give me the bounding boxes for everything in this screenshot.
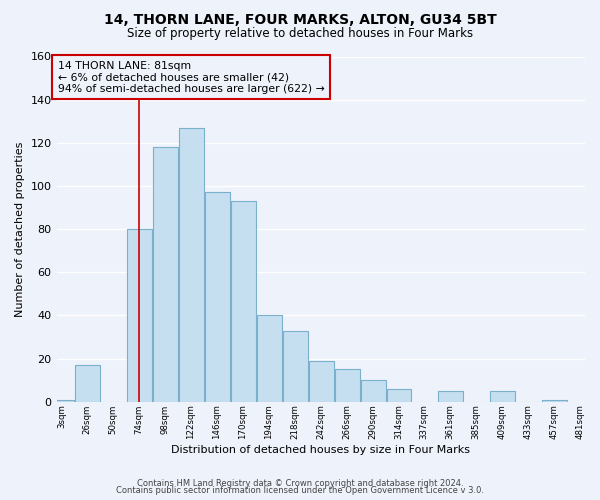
Bar <box>438 391 463 402</box>
Bar <box>309 361 334 402</box>
Bar <box>205 192 230 402</box>
Bar <box>127 229 152 402</box>
X-axis label: Distribution of detached houses by size in Four Marks: Distribution of detached houses by size … <box>171 445 470 455</box>
Bar <box>257 316 282 402</box>
Bar <box>335 370 360 402</box>
Text: 14, THORN LANE, FOUR MARKS, ALTON, GU34 5BT: 14, THORN LANE, FOUR MARKS, ALTON, GU34 … <box>104 12 496 26</box>
Bar <box>50 400 74 402</box>
Text: Size of property relative to detached houses in Four Marks: Size of property relative to detached ho… <box>127 28 473 40</box>
Bar <box>490 391 515 402</box>
Bar <box>153 147 178 402</box>
Bar <box>75 365 100 402</box>
Text: 14 THORN LANE: 81sqm
← 6% of detached houses are smaller (42)
94% of semi-detach: 14 THORN LANE: 81sqm ← 6% of detached ho… <box>58 61 325 94</box>
Bar <box>542 400 566 402</box>
Bar <box>283 330 308 402</box>
Text: Contains public sector information licensed under the Open Government Licence v : Contains public sector information licen… <box>116 486 484 495</box>
Bar <box>388 389 411 402</box>
Bar <box>361 380 386 402</box>
Bar <box>231 201 256 402</box>
Bar <box>179 128 204 402</box>
Text: Contains HM Land Registry data © Crown copyright and database right 2024.: Contains HM Land Registry data © Crown c… <box>137 478 463 488</box>
Y-axis label: Number of detached properties: Number of detached properties <box>15 142 25 317</box>
